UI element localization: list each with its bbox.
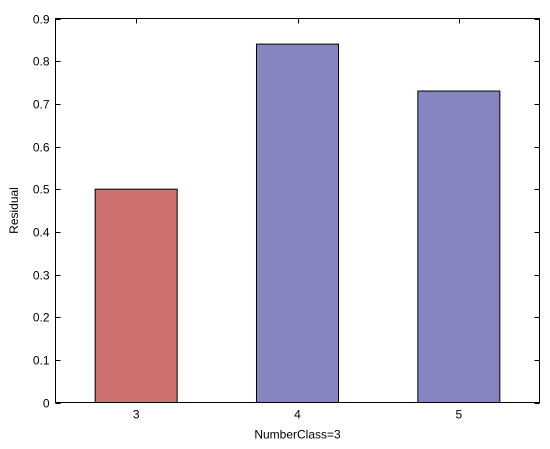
x-tick-label: 3 [133, 408, 140, 422]
y-tick-label: 0.4 [33, 226, 50, 240]
y-tick-label: 0.5 [33, 183, 50, 197]
y-axis-label: Residual [7, 187, 21, 234]
y-tick-label: 0.9 [33, 13, 50, 27]
y-tick-label: 0.2 [33, 311, 50, 325]
bar-4 [256, 43, 339, 403]
x-tick-label: 5 [455, 408, 462, 422]
y-tick-label: 0.1 [33, 354, 50, 368]
y-tick-label: 0 [43, 397, 50, 411]
x-axis-label: NumberClass=3 [254, 428, 341, 442]
y-tick-label: 0.3 [33, 269, 50, 283]
bars [94, 43, 501, 404]
tick-labels: 0 0.1 0.2 0.3 0.4 0.5 0.6 0.7 0.8 0.9 3 4 5 [33, 13, 463, 422]
y-tick-label: 0.8 [33, 55, 50, 69]
y-tick-label: 0.6 [33, 141, 50, 155]
bar-5 [417, 90, 501, 404]
bar-3 [94, 188, 178, 403]
y-tick-label: 0.7 [33, 98, 50, 112]
x-tick-label: 4 [294, 408, 301, 422]
